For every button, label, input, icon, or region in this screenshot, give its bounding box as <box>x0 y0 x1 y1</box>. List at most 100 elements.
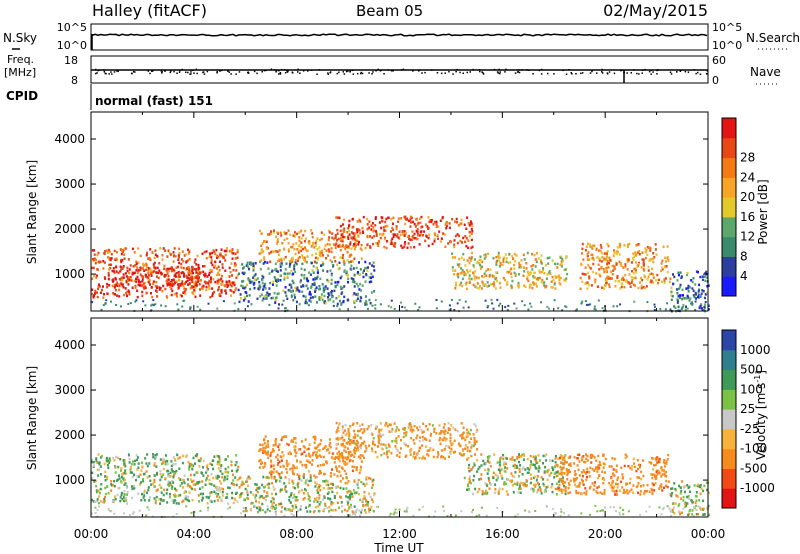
power-cell <box>447 242 450 245</box>
velocity-cell <box>558 472 561 475</box>
power-cell <box>669 277 672 280</box>
power-cell <box>294 296 296 299</box>
velocity-cell <box>656 472 659 476</box>
power-cell <box>102 260 105 263</box>
power-cell <box>230 289 233 293</box>
power-cell <box>113 286 116 289</box>
velocity-cell <box>661 489 664 492</box>
velocity-cell <box>172 499 175 502</box>
power-cell <box>243 266 246 269</box>
velocity-cell <box>466 458 469 461</box>
power-cell <box>123 253 126 256</box>
velocity-cell <box>536 474 539 478</box>
velocity-cell <box>100 455 103 458</box>
velocity-cell <box>267 476 270 480</box>
velocity-cell <box>338 450 341 453</box>
power-cell <box>108 258 111 261</box>
velocity-cell <box>278 474 281 478</box>
velocity-cell <box>425 424 428 428</box>
power-cell <box>311 232 314 235</box>
velocity-cell <box>364 484 366 487</box>
power-cell <box>338 261 341 264</box>
power-cell <box>159 247 162 250</box>
power-cell <box>483 257 486 260</box>
power-cell <box>366 243 369 246</box>
velocity-cell <box>340 444 343 447</box>
nave-dot <box>392 70 394 72</box>
power-cell <box>356 220 359 223</box>
power-cell <box>439 219 442 222</box>
power-cell <box>683 297 686 300</box>
velocity-cell <box>260 462 263 465</box>
power-cell <box>409 215 412 219</box>
velocity-cell <box>345 457 348 461</box>
power-cell <box>264 282 267 286</box>
velocity-cell <box>119 458 122 461</box>
velocity-cell <box>390 430 393 433</box>
velocity-cell <box>694 494 697 498</box>
power-cell <box>217 278 220 281</box>
velocity-cell <box>472 444 475 447</box>
velocity-cell <box>131 487 134 491</box>
power-cell <box>648 273 651 276</box>
power-cell <box>297 256 300 260</box>
power-cell <box>364 280 367 283</box>
power-cell <box>619 262 622 265</box>
velocity-cell <box>122 459 125 462</box>
velocity-cell <box>191 468 194 471</box>
velocity-cell <box>190 463 193 466</box>
power-cell <box>312 243 315 247</box>
power-cell <box>339 276 342 280</box>
velocity-cell <box>309 474 312 477</box>
power-cell <box>329 298 332 301</box>
velocity-cell <box>506 493 509 496</box>
power-cell <box>323 294 326 298</box>
power-cell <box>253 274 256 278</box>
velocity-cell <box>505 462 507 465</box>
nave-dot <box>601 72 604 74</box>
velocity-cell <box>188 499 191 503</box>
velocity-cell <box>274 439 277 443</box>
velocity-cell <box>522 482 525 485</box>
velocity-cell <box>97 453 100 456</box>
velocity-cell <box>226 492 229 496</box>
velocity-cell <box>626 489 628 492</box>
power-cell <box>288 283 291 286</box>
colorbar-swatch <box>722 197 736 218</box>
velocity-cell <box>308 479 311 483</box>
nsky-tick-left-top: 10^5 <box>57 21 87 34</box>
power-cell <box>707 308 710 311</box>
velocity-cell <box>393 439 396 443</box>
power-cell <box>383 237 386 241</box>
velocity-cell <box>314 485 317 488</box>
velocity-cell <box>265 495 268 498</box>
velocity-cell <box>373 493 376 497</box>
velocity-cell <box>295 451 298 454</box>
power-cell <box>653 309 656 311</box>
power-cell <box>321 254 324 257</box>
velocity-cell <box>117 487 120 490</box>
velocity-cell <box>593 469 596 472</box>
power-cell <box>384 229 387 232</box>
power-cell <box>211 292 214 295</box>
velocity-cell <box>624 491 627 494</box>
velocity-cell <box>308 452 311 456</box>
power-cell <box>463 270 466 274</box>
velocity-cell <box>516 481 519 484</box>
power-cell <box>182 266 185 270</box>
velocity-cell <box>329 441 332 445</box>
power-cell <box>542 267 545 270</box>
power-cell <box>166 283 169 286</box>
velocity-cell <box>348 493 351 497</box>
power-cell <box>286 297 289 300</box>
velocity-cell <box>307 447 310 451</box>
power-cell <box>207 302 210 305</box>
power-cell <box>633 300 636 303</box>
velocity-cell <box>467 456 470 460</box>
velocity-cell <box>290 492 293 495</box>
velocity-cell <box>410 425 413 429</box>
velocity-cell <box>371 449 374 453</box>
velocity-cell <box>440 449 443 452</box>
power-cell <box>284 268 287 271</box>
velocity-cell <box>192 456 195 460</box>
